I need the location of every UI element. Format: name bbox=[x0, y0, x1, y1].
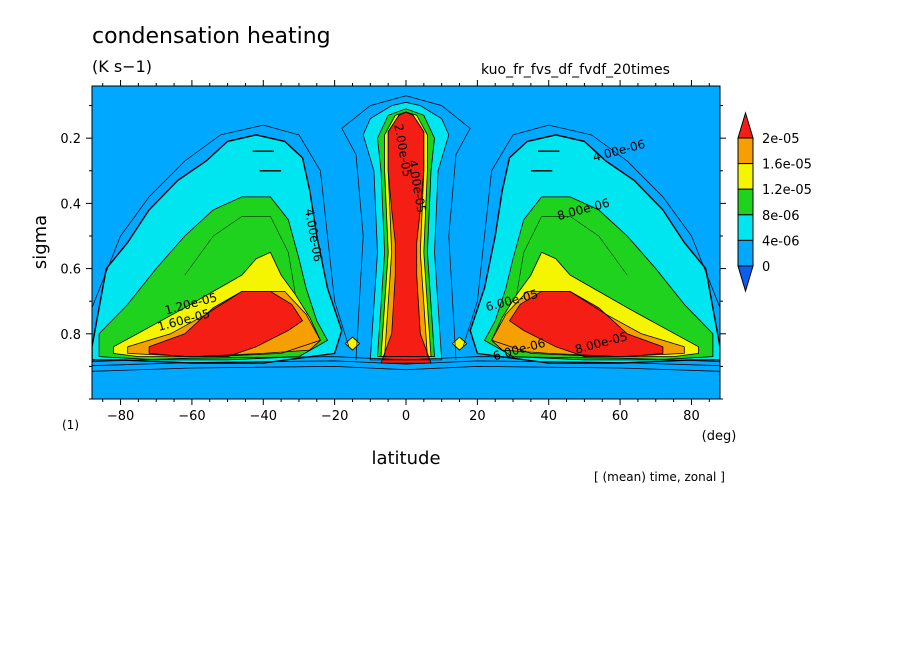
x-tick-label: −20 bbox=[321, 409, 348, 424]
y-tick-label: 0.4 bbox=[60, 197, 81, 212]
south-level-2e-05 bbox=[149, 291, 303, 357]
colorbar-label: 2e-05 bbox=[762, 132, 800, 147]
y-tick-label: 0.6 bbox=[60, 263, 81, 278]
contour-line bbox=[380, 111, 432, 364]
colorbar-box bbox=[737, 163, 754, 190]
contour-line bbox=[508, 290, 664, 358]
contour-line bbox=[462, 124, 720, 347]
contour-line bbox=[469, 134, 720, 364]
contour-line bbox=[362, 101, 450, 361]
colorbar-box bbox=[737, 188, 754, 216]
x-tick-label: −40 bbox=[250, 409, 277, 424]
y-axis: 0.2 0.4 0.6 0.8 bbox=[60, 105, 726, 400]
x-axis-unit: (deg) bbox=[702, 429, 737, 444]
colorbar-box bbox=[737, 239, 754, 267]
x-tick-label: −60 bbox=[178, 409, 205, 424]
equator-level-2e-05 bbox=[381, 112, 431, 364]
x-tick-label: −80 bbox=[107, 409, 134, 424]
contour-line bbox=[113, 251, 321, 358]
x-tick-label: 60 bbox=[612, 409, 629, 424]
contour-line bbox=[92, 356, 720, 362]
chart-units: (K s−1) bbox=[92, 57, 152, 76]
x-tick-label: 0 bbox=[402, 409, 410, 424]
colorbar-label: 1.2e-05 bbox=[762, 183, 812, 198]
x-tick-label: 80 bbox=[683, 409, 700, 424]
x-axis-label: latitude bbox=[371, 448, 440, 469]
colorbar-bottom-triangle bbox=[737, 265, 754, 293]
colorbar: 0 4e-06 8e-06 1.2e-05 1.6e-05 2e-05 bbox=[737, 111, 812, 293]
y-axis-label: sigma bbox=[30, 215, 51, 269]
x-tick-label: 20 bbox=[469, 409, 486, 424]
colorbar-label: 0 bbox=[762, 260, 770, 275]
diamond-feature bbox=[451, 336, 468, 351]
contour-line bbox=[184, 216, 296, 295]
panel-number: (1) bbox=[62, 418, 79, 432]
contour-line bbox=[341, 95, 471, 360]
contour-line bbox=[92, 360, 720, 367]
contour-line bbox=[148, 290, 304, 358]
colorbar-top-triangle bbox=[737, 111, 754, 139]
colorbar-label: 8e-06 bbox=[762, 209, 800, 224]
colorbar-box bbox=[737, 137, 754, 165]
contour-line bbox=[516, 216, 628, 295]
contour-line bbox=[92, 124, 350, 347]
y-tick-label: 0.2 bbox=[60, 132, 81, 147]
run-name: kuo_fr_fvs_df_fvdf_20times bbox=[481, 62, 670, 78]
averaging-note: [ (mean) time, zonal ] bbox=[594, 470, 725, 484]
contour-line bbox=[377, 108, 435, 358]
y-tick-label: 0.8 bbox=[60, 328, 81, 343]
contour-line bbox=[483, 196, 714, 361]
chart-title: condensation heating bbox=[92, 24, 331, 49]
x-axis: −80 −60 −40 −20 0 20 40 60 80 bbox=[102, 80, 710, 424]
colorbar-label: 4e-06 bbox=[762, 234, 800, 249]
heating-field bbox=[92, 86, 720, 399]
contour-line bbox=[380, 111, 432, 358]
contour-line bbox=[98, 196, 329, 361]
colorbar-label: 1.6e-05 bbox=[762, 158, 812, 173]
contour-line bbox=[92, 365, 720, 372]
diamond-feature bbox=[344, 336, 361, 351]
colorbar-box bbox=[737, 214, 754, 241]
x-tick-label: 40 bbox=[540, 409, 557, 424]
north-level-2e-05 bbox=[509, 291, 663, 357]
contour-line bbox=[92, 134, 343, 364]
contour-line bbox=[491, 251, 699, 358]
